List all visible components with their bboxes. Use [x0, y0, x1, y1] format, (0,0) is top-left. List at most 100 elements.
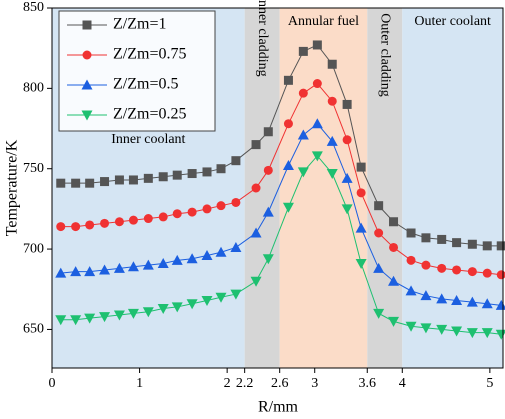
marker: [420, 290, 432, 301]
marker: [356, 162, 366, 172]
marker: [405, 285, 417, 296]
marker: [230, 241, 242, 252]
marker: [143, 214, 153, 224]
marker: [282, 202, 294, 213]
marker: [373, 308, 385, 319]
marker: [405, 321, 417, 332]
region: [244, 8, 280, 368]
marker: [128, 175, 138, 185]
marker: [342, 135, 352, 145]
marker: [263, 127, 273, 137]
y-tick-label: 650: [23, 322, 44, 337]
marker: [420, 323, 432, 334]
x-tick-label: 5: [486, 376, 493, 391]
marker: [186, 299, 198, 310]
marker: [55, 267, 67, 278]
region-label: Inner cladding: [255, 0, 270, 77]
marker: [342, 99, 352, 109]
marker: [158, 212, 168, 222]
marker: [70, 266, 82, 277]
marker: [437, 263, 447, 273]
marker: [389, 242, 399, 252]
marker: [142, 307, 154, 318]
marker: [113, 310, 125, 321]
marker: [84, 266, 96, 277]
marker: [452, 265, 462, 275]
marker: [127, 261, 139, 272]
marker: [215, 292, 227, 303]
marker: [327, 96, 337, 106]
marker: [171, 302, 183, 313]
marker: [99, 264, 111, 275]
marker: [250, 276, 262, 287]
marker: [373, 262, 385, 273]
region: [367, 8, 403, 368]
y-tick-label: 700: [23, 241, 44, 256]
marker: [341, 204, 353, 215]
marker: [421, 233, 431, 243]
marker: [326, 135, 338, 146]
marker: [298, 46, 308, 56]
marker: [100, 177, 110, 187]
legend-label: Z/Zm=0.75: [113, 46, 186, 63]
marker: [467, 239, 477, 249]
region: [279, 8, 368, 368]
marker: [262, 206, 274, 217]
marker: [451, 295, 463, 305]
region-label: Outer coolant: [414, 14, 491, 29]
marker: [326, 169, 338, 180]
x-tick-label: 1: [136, 376, 143, 391]
marker: [481, 328, 493, 339]
marker: [312, 40, 322, 50]
marker: [250, 227, 262, 238]
legend-label: Z/Zm=1: [113, 16, 166, 33]
marker: [186, 253, 198, 264]
marker: [262, 254, 274, 265]
plot-frame: [51, 7, 504, 369]
marker: [113, 262, 125, 273]
marker: [216, 164, 226, 174]
x-tick-label: 2.2: [236, 376, 254, 391]
marker: [201, 250, 213, 260]
x-axis-title: R/mm: [258, 399, 299, 416]
marker: [202, 167, 212, 177]
marker: [406, 255, 416, 265]
marker: [71, 222, 81, 232]
marker: [312, 79, 322, 89]
marker: [374, 228, 384, 238]
marker: [421, 260, 431, 270]
marker: [230, 289, 242, 300]
marker: [85, 220, 95, 230]
marker: [172, 209, 182, 219]
marker: [341, 172, 353, 183]
legend-marker: [81, 79, 93, 90]
marker: [114, 175, 124, 185]
marker: [56, 222, 66, 232]
marker: [251, 140, 261, 150]
marker: [70, 315, 82, 326]
marker: [374, 201, 384, 211]
marker: [311, 118, 323, 129]
legend-marker: [82, 20, 92, 30]
marker: [466, 296, 478, 307]
marker: [231, 197, 241, 207]
marker: [216, 201, 226, 211]
marker: [263, 165, 273, 175]
marker: [481, 298, 493, 309]
marker: [157, 258, 169, 269]
marker: [451, 326, 463, 337]
marker: [388, 275, 400, 286]
marker: [172, 170, 182, 180]
marker: [283, 75, 293, 85]
marker: [202, 204, 212, 214]
marker: [85, 178, 95, 188]
x-tick-label: 3.6: [359, 376, 377, 391]
marker: [84, 313, 96, 324]
y-tick-label: 800: [23, 81, 44, 96]
marker: [142, 259, 154, 270]
marker: [388, 316, 400, 327]
marker: [297, 167, 309, 178]
marker: [356, 188, 366, 198]
y-tick-label: 850: [23, 0, 44, 15]
x-tick-label: 2.6: [271, 376, 289, 391]
